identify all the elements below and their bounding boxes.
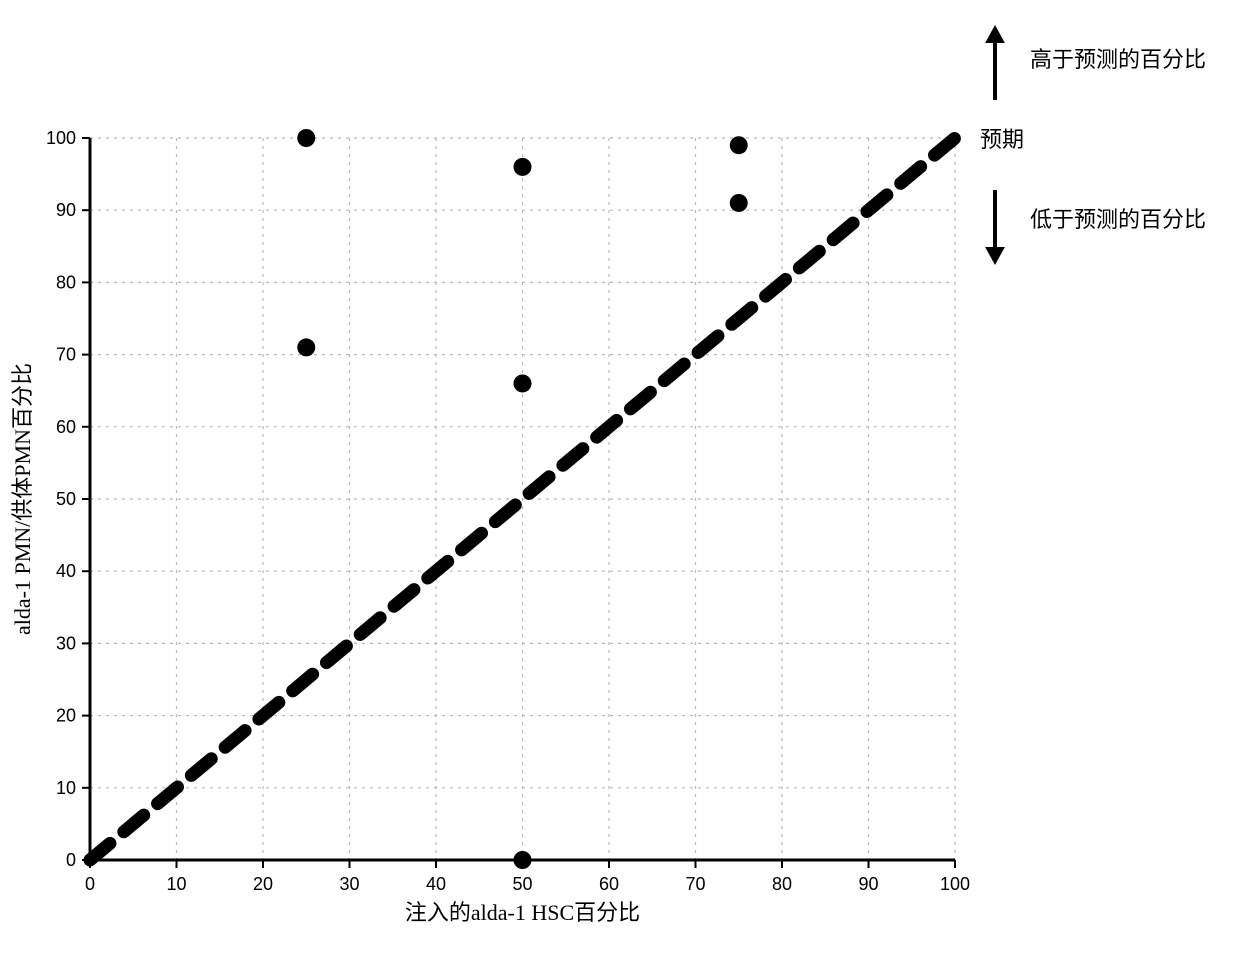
y-tick-label: 0: [66, 850, 76, 870]
data-point: [297, 338, 315, 356]
annotation-above-predicted: 高于预测的百分比: [1030, 42, 1206, 74]
data-point: [730, 194, 748, 212]
data-point: [514, 158, 532, 176]
y-tick-label: 60: [56, 417, 76, 437]
data-point: [297, 129, 315, 147]
y-tick-label: 10: [56, 778, 76, 798]
y-tick-label: 20: [56, 706, 76, 726]
figure-container: 0 10 20 30 40 50 60 70 80 90 100 0 10 20 30 40 50 60 70 80 9…: [0, 0, 1240, 966]
y-tick-label: 100: [46, 128, 76, 148]
data-point: [514, 851, 532, 869]
scatter-chart: 0 10 20 30 40 50 60 70 80 90 100 0 10 20 30 40 50 60 70 80 9…: [0, 0, 1240, 966]
x-tick-label: 50: [512, 874, 532, 894]
y-tick-label: 50: [56, 489, 76, 509]
x-tick-label: 80: [772, 874, 792, 894]
y-tick-label: 80: [56, 272, 76, 292]
y-tick-label: 70: [56, 345, 76, 365]
x-tick-label: 60: [599, 874, 619, 894]
x-tick-label: 70: [685, 874, 705, 894]
x-tick-label: 10: [166, 874, 186, 894]
annotation-expected: 预期: [980, 122, 1024, 154]
x-tick-label: 0: [85, 874, 95, 894]
x-tick-label: 30: [339, 874, 359, 894]
y-tick-label: 90: [56, 200, 76, 220]
x-axis-label: 注入的alda-1 HSC百分比: [405, 900, 640, 925]
data-point: [514, 374, 532, 392]
x-tick-label: 20: [253, 874, 273, 894]
y-tick-label: 30: [56, 633, 76, 653]
y-axis-label: alda-1 PMN/供体PMN百分比: [10, 363, 35, 635]
x-tick-label: 90: [858, 874, 878, 894]
x-tick-label: 40: [426, 874, 446, 894]
data-point: [730, 136, 748, 154]
y-tick-label: 40: [56, 561, 76, 581]
annotation-below-predicted: 低于预测的百分比: [1030, 202, 1206, 234]
x-tick-label: 100: [940, 874, 970, 894]
